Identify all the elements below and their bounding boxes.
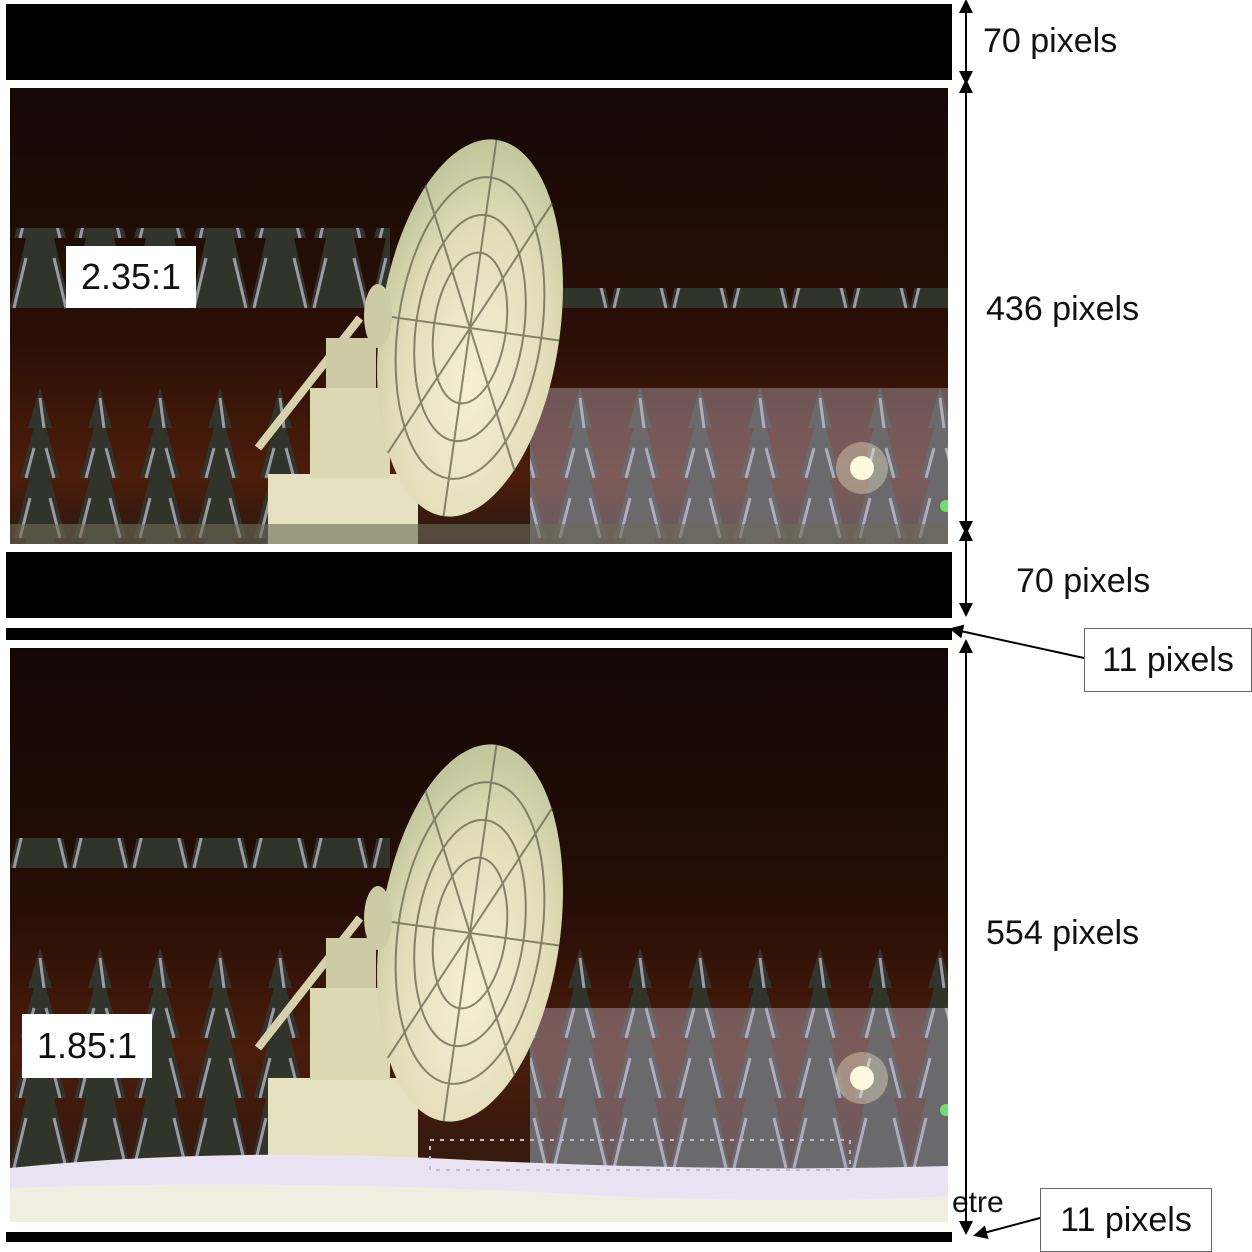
gap-bar-bottom <box>6 1232 952 1242</box>
gap-bar-top <box>6 628 952 640</box>
top-letterbox-bar <box>6 4 952 80</box>
forest-right <box>530 288 948 544</box>
ratio-label-1-85: 1.85:1 <box>22 1014 152 1078</box>
satellite-dish <box>364 744 563 1122</box>
photo-1-85 <box>10 648 948 1222</box>
flood-light <box>850 456 874 480</box>
ratio-label-2-35: 2.35:1 <box>66 246 196 308</box>
gap-2-callout-arrow <box>973 1217 1041 1239</box>
photo-2-35 <box>10 88 948 544</box>
forest-right <box>530 898 948 1168</box>
gap-1-callout: 11 pixels <box>1084 628 1252 692</box>
image-2-35-height-label: 436 pixels <box>986 290 1140 328</box>
gap-2-callout: 11 pixels <box>1040 1188 1212 1252</box>
mid-bar-height-label: 70 pixels <box>1016 562 1151 600</box>
flood-light <box>850 1066 874 1090</box>
top-bar-height-label: 70 pixels <box>983 22 1118 60</box>
image-1-85-height-label: 554 pixels <box>986 914 1140 952</box>
middle-letterbox-bar <box>6 552 952 618</box>
satellite-dish <box>364 139 563 517</box>
gap-1-callout-arrow <box>949 624 1085 659</box>
